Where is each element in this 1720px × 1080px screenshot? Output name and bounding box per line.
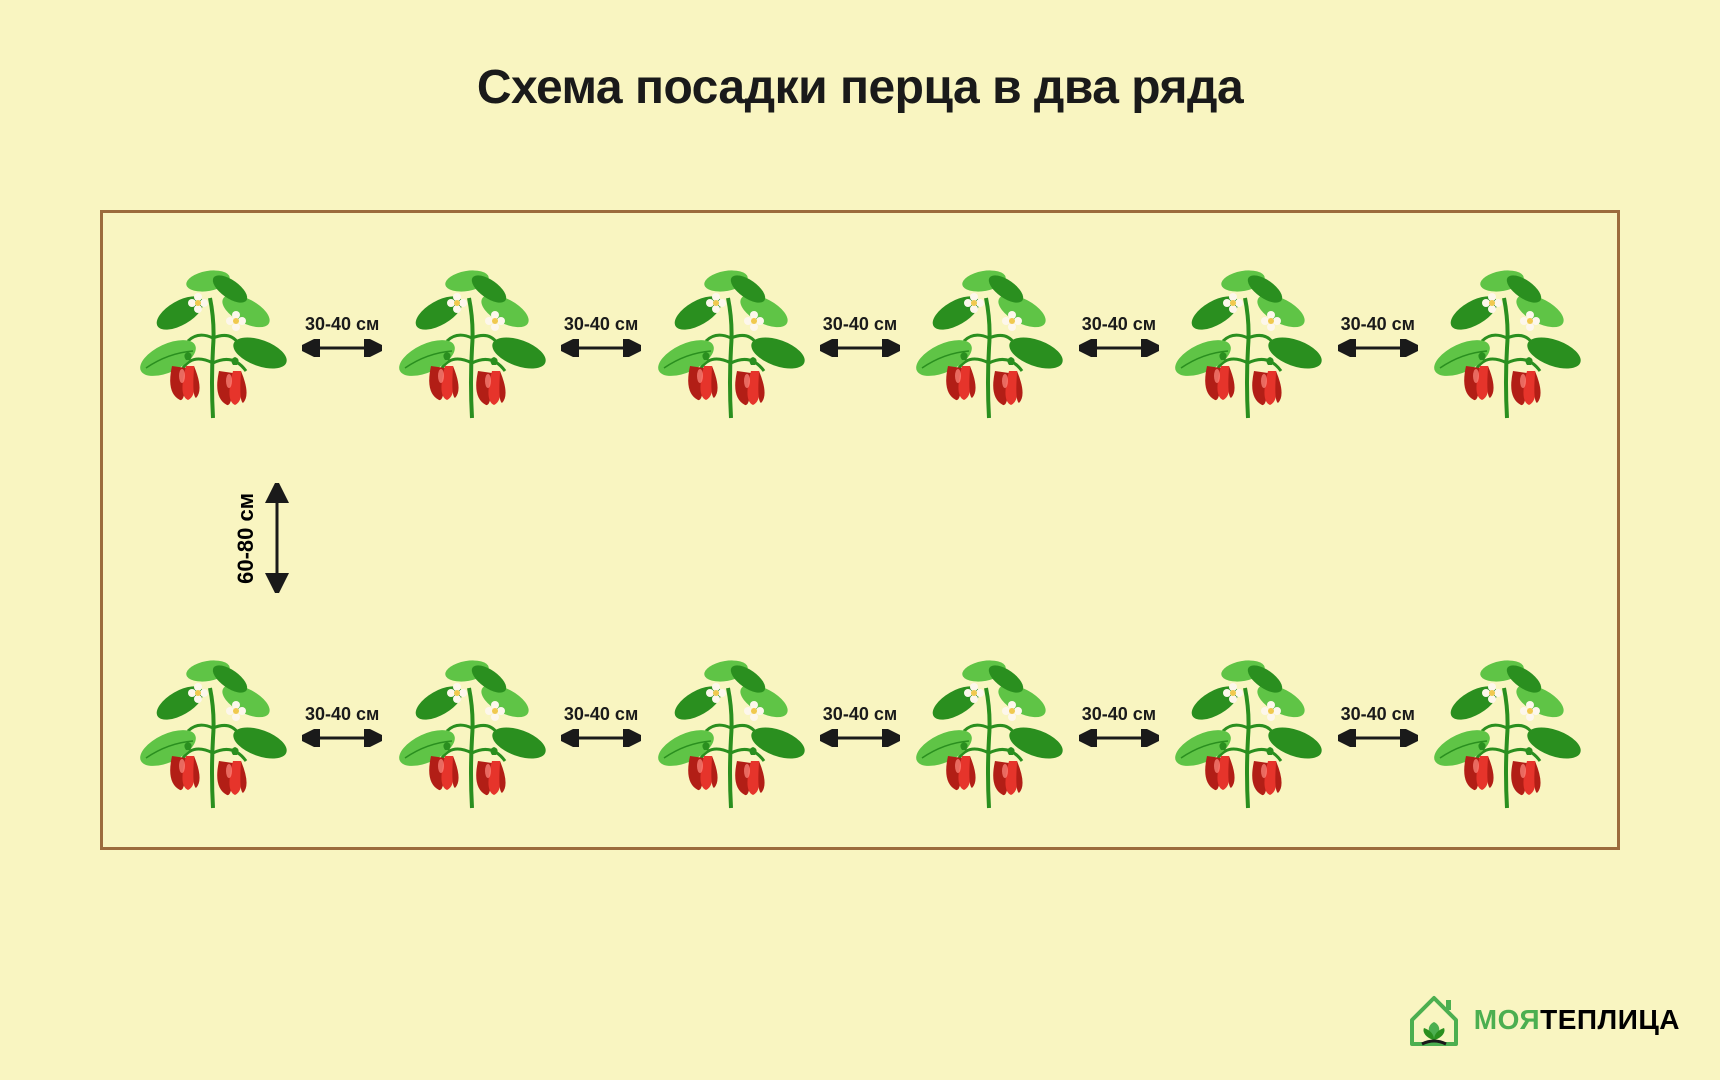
pepper-plant	[656, 253, 806, 423]
brand-logo: МОЯТЕПЛИЦА	[1404, 990, 1680, 1050]
horizontal-spacing: 30-40 см	[815, 704, 905, 752]
horizontal-spacing-label: 30-40 см	[1082, 704, 1156, 725]
pepper-plant	[914, 643, 1064, 813]
horizontal-spacing-label: 30-40 см	[1341, 314, 1415, 335]
horizontal-spacing: 30-40 см	[1333, 704, 1423, 752]
planting-bed: 30-40 см	[100, 210, 1620, 850]
arrow-horizontal-icon	[561, 339, 641, 362]
pepper-plant	[1432, 643, 1582, 813]
pepper-plant	[1173, 643, 1323, 813]
horizontal-spacing-label: 30-40 см	[305, 314, 379, 335]
horizontal-spacing-label: 30-40 см	[564, 704, 638, 725]
horizontal-spacing-label: 30-40 см	[1341, 704, 1415, 725]
vertical-spacing: 60-80 см	[233, 463, 289, 613]
greenhouse-icon	[1404, 990, 1464, 1050]
horizontal-spacing: 30-40 см	[1333, 314, 1423, 362]
horizontal-spacing-label: 30-40 см	[305, 704, 379, 725]
horizontal-spacing: 30-40 см	[1074, 704, 1164, 752]
plant-row-2: 30-40 см	[103, 643, 1617, 813]
horizontal-spacing-label: 30-40 см	[564, 314, 638, 335]
brand-text: МОЯТЕПЛИЦА	[1474, 1004, 1680, 1036]
vertical-spacing-label: 60-80 см	[233, 493, 259, 584]
pepper-plant	[1173, 253, 1323, 423]
horizontal-spacing: 30-40 см	[815, 314, 905, 362]
pepper-plant	[656, 643, 806, 813]
arrow-horizontal-icon	[1338, 339, 1418, 362]
pepper-plant	[397, 643, 547, 813]
arrow-horizontal-icon	[302, 729, 382, 752]
horizontal-spacing: 30-40 см	[556, 314, 646, 362]
page-title: Схема посадки перца в два ряда	[0, 60, 1720, 115]
pepper-plant	[138, 643, 288, 813]
pepper-plant	[397, 253, 547, 423]
arrow-horizontal-icon	[302, 339, 382, 362]
pepper-plant	[138, 253, 288, 423]
arrow-horizontal-icon	[1338, 729, 1418, 752]
horizontal-spacing: 30-40 см	[297, 314, 387, 362]
arrow-horizontal-icon	[1079, 729, 1159, 752]
arrow-horizontal-icon	[820, 729, 900, 752]
arrow-horizontal-icon	[1079, 339, 1159, 362]
arrow-horizontal-icon	[820, 339, 900, 362]
pepper-plant	[1432, 253, 1582, 423]
horizontal-spacing: 30-40 см	[1074, 314, 1164, 362]
arrow-vertical-icon	[265, 483, 289, 593]
horizontal-spacing: 30-40 см	[556, 704, 646, 752]
horizontal-spacing-label: 30-40 см	[823, 314, 897, 335]
horizontal-spacing: 30-40 см	[297, 704, 387, 752]
pepper-plant	[914, 253, 1064, 423]
horizontal-spacing-label: 30-40 см	[1082, 314, 1156, 335]
horizontal-spacing-label: 30-40 см	[823, 704, 897, 725]
plant-row-1: 30-40 см	[103, 253, 1617, 423]
arrow-horizontal-icon	[561, 729, 641, 752]
